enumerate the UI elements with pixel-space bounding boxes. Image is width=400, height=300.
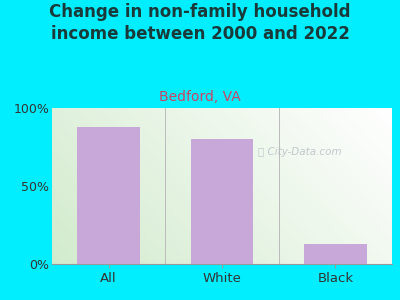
Bar	[78, 127, 140, 264]
Bar	[304, 244, 366, 264]
Text: ⓘ City-Data.com: ⓘ City-Data.com	[258, 147, 342, 157]
Text: Change in non-family household
income between 2000 and 2022: Change in non-family household income be…	[49, 3, 351, 43]
Bar	[191, 139, 253, 264]
Text: Bedford, VA: Bedford, VA	[159, 90, 241, 104]
